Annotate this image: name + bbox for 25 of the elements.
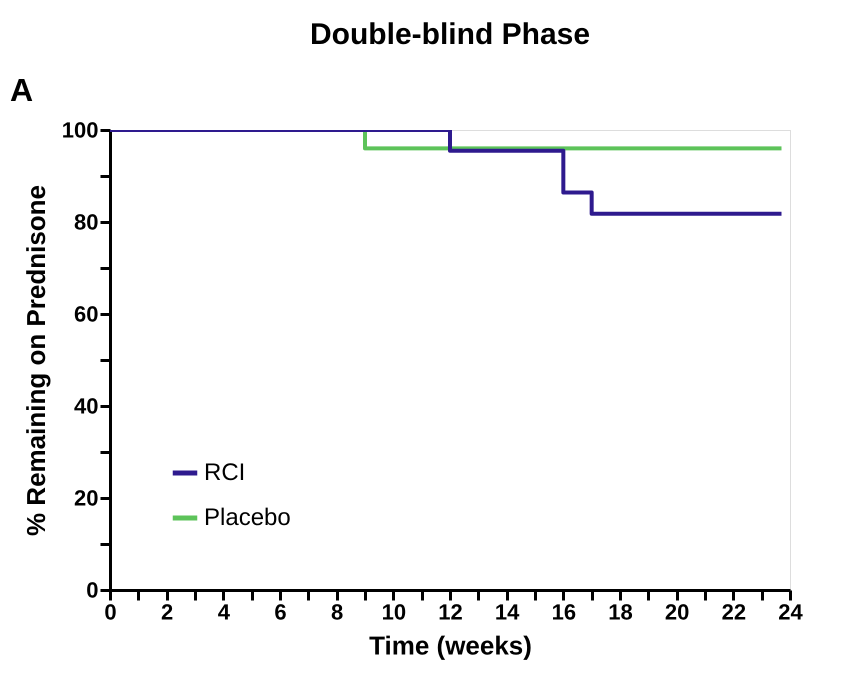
y-tick-label: 100 — [62, 118, 98, 142]
y-tick-label: 0 — [86, 578, 98, 602]
x-tick-label: 8 — [331, 600, 344, 624]
y-axis-title: % Remaining on Prednisone — [20, 184, 51, 536]
x-tick-label: 4 — [218, 600, 231, 624]
legend-label: Placebo — [204, 504, 291, 531]
x-tick-label: 0 — [104, 600, 117, 624]
y-tick-label: 20 — [74, 486, 98, 510]
text: A — [10, 72, 34, 108]
x-tick-label: 16 — [552, 600, 576, 624]
x-tick-label: 18 — [608, 600, 633, 624]
x-tick-label: 6 — [274, 600, 287, 624]
x-axis-title: Time (weeks) — [369, 630, 532, 660]
x-tick-label: 24 — [778, 600, 804, 624]
y-tick-label: 40 — [74, 394, 98, 418]
x-tick-label: 10 — [382, 600, 406, 624]
x-tick-label: 22 — [722, 600, 746, 624]
x-tick-label: 14 — [494, 600, 520, 624]
x-tick-label: 2 — [161, 600, 174, 624]
x-tick-label: 12 — [438, 600, 463, 624]
y-tick-label: 80 — [74, 210, 98, 234]
legend-label: RCI — [204, 459, 246, 486]
x-tick-label: 20 — [664, 600, 690, 624]
chart-title: Double-blind Phase — [310, 18, 590, 51]
y-tick-label: 60 — [74, 302, 98, 326]
